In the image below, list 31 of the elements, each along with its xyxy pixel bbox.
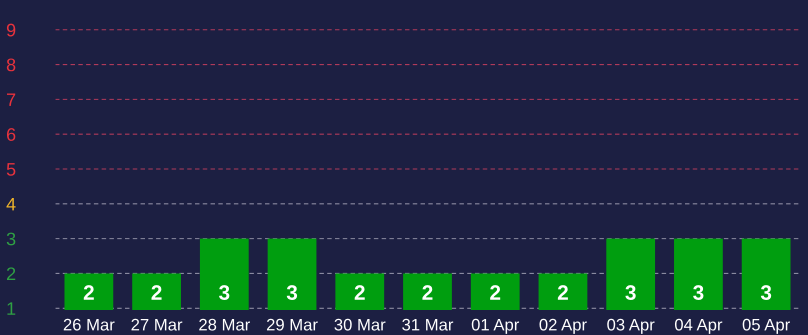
x-tick-label: 30 Mar — [334, 318, 386, 331]
x-tick-label: 05 Apr — [742, 318, 790, 334]
data-label: 3 — [625, 285, 636, 300]
x-tick-label: 03 Apr — [607, 318, 654, 334]
x-tick-label: 29 Mar — [266, 318, 318, 331]
y-tick-label: 2 — [6, 267, 16, 280]
data-label: 3 — [760, 285, 772, 300]
data-label: 3 — [219, 285, 230, 300]
data-label: 2 — [558, 285, 568, 300]
y-tick-label: 5 — [6, 163, 16, 176]
data-label: 3 — [693, 285, 704, 300]
data-label: 3 — [286, 285, 298, 300]
y-tick-label: 9 — [6, 24, 16, 36]
data-label: 2 — [354, 285, 365, 300]
data-label: 2 — [152, 285, 162, 300]
data-label: 2 — [490, 285, 500, 300]
x-tick-label: 27 Mar — [131, 318, 182, 331]
y-tick-label: 8 — [6, 58, 16, 72]
data-label: 2 — [422, 285, 432, 300]
data-label: 2 — [84, 285, 94, 300]
x-tick-label: 31 Mar — [402, 318, 454, 331]
x-tick-label: 02 Apr — [540, 318, 587, 334]
x-tick-label: 28 Mar — [199, 318, 250, 331]
x-tick-label: 04 Apr — [674, 318, 722, 334]
y-tick-label: 6 — [6, 128, 16, 141]
x-tick-label: 26 Mar — [64, 318, 115, 331]
y-tick-label: 3 — [6, 232, 16, 246]
x-tick-label: 01 Apr — [472, 318, 520, 334]
y-tick-label: 7 — [6, 93, 16, 106]
y-tick-label: 1 — [7, 302, 16, 315]
y-tick-label: 4 — [6, 198, 16, 210]
